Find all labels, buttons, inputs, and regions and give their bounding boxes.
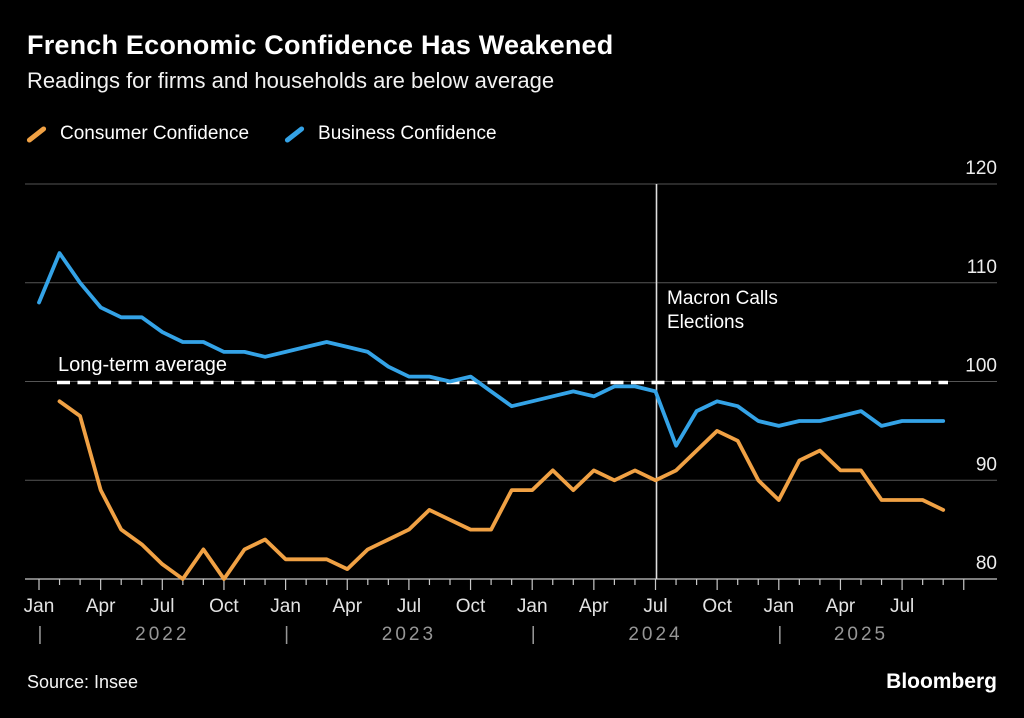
x-axis-label: Jan — [24, 596, 55, 617]
year-separator: | — [777, 624, 782, 645]
macron-elections-annotation: Macron Calls Elections — [667, 287, 778, 335]
year-label: 2024 — [628, 624, 682, 645]
legend-item-business: Business Confidence — [283, 123, 497, 145]
chart-title: French Economic Confidence Has Weakened — [27, 30, 614, 60]
x-axis-label: Apr — [332, 596, 362, 617]
x-axis-label: Oct — [456, 596, 486, 617]
x-axis-label: Oct — [702, 596, 732, 617]
x-axis-label: Jul — [643, 596, 667, 617]
x-axis-label: Jul — [890, 596, 914, 617]
x-axis-label: Oct — [209, 596, 239, 617]
business-confidence-line — [37, 251, 946, 448]
long-term-average-label: Long-term average — [58, 354, 227, 376]
legend: Consumer Confidence Business Confidence — [25, 123, 497, 145]
x-axis-label: Apr — [579, 596, 609, 617]
x-axis-label: Jul — [397, 596, 421, 617]
x-axis-label: Apr — [86, 596, 116, 617]
source-label: Source: Insee — [27, 672, 139, 692]
year-label: 2023 — [382, 624, 436, 645]
macron-annotation-line2: Elections — [667, 312, 745, 333]
year-label: 2022 — [135, 624, 189, 645]
y-axis-label: 100 — [965, 356, 997, 377]
year-separator: | — [38, 624, 43, 645]
macron-annotation-line1: Macron Calls — [667, 288, 778, 309]
y-axis-label: 120 — [965, 158, 997, 179]
legend-item-consumer: Consumer Confidence — [25, 123, 249, 145]
x-axis-label: Jan — [517, 596, 548, 617]
y-axis-label: 90 — [976, 454, 997, 475]
y-axis-label: 110 — [967, 257, 997, 278]
x-axis-label: Jan — [270, 596, 301, 617]
x-axis-label: Apr — [826, 596, 856, 617]
chart-svg: 80 90 100 110 120 Jan Apr Jul Oct Jan Apr Jul Oct Jan… — [24, 158, 997, 645]
consumer-confidence-line — [57, 399, 946, 581]
year-separator: | — [284, 624, 289, 645]
chart-subtitle: Readings for firms and households are be… — [27, 68, 555, 93]
x-axis-label: Jul — [150, 596, 174, 617]
legend-label-consumer: Consumer Confidence — [60, 123, 250, 144]
year-separator: | — [531, 624, 536, 645]
bloomberg-logo: Bloomberg — [886, 670, 997, 693]
y-axis-label: 80 — [976, 553, 997, 574]
x-axis-label: Jan — [763, 596, 794, 617]
legend-label-business: Business Confidence — [318, 123, 497, 144]
year-label: 2025 — [834, 624, 888, 645]
